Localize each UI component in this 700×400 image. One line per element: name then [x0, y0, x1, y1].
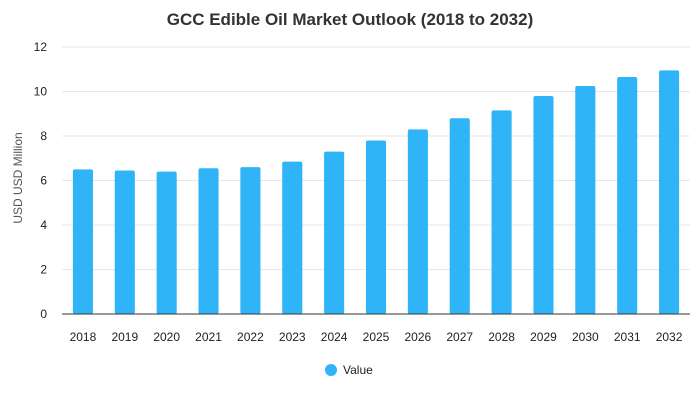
legend-swatch-value [325, 364, 337, 376]
bar-2025[interactable] [365, 140, 387, 314]
x-tick-label-2027: 2027 [446, 330, 473, 344]
x-tick-label-2028: 2028 [488, 330, 515, 344]
bar-2024[interactable] [324, 151, 345, 314]
legend[interactable]: Value [325, 363, 373, 377]
x-tick-label-2025: 2025 [363, 330, 390, 344]
bar-2028[interactable] [491, 110, 512, 314]
y-axis-label: USD USD Million [11, 132, 25, 223]
bar-2026[interactable] [407, 129, 428, 314]
bar-2029[interactable] [533, 95, 554, 314]
chart-title: GCC Edible Oil Market Outlook (2018 to 2… [167, 10, 534, 29]
bar-2022[interactable] [240, 167, 261, 314]
y-tick-label: 4 [40, 218, 47, 232]
y-tick-label: 12 [34, 40, 48, 54]
bar-2032[interactable] [659, 70, 680, 314]
x-tick-label-2018: 2018 [70, 330, 97, 344]
x-axis-ticks: 2018 2019 2020 2021 2022 2023 2024 2025 2026 2027… [70, 330, 683, 344]
bar-2031[interactable] [617, 77, 638, 314]
x-tick-label-2019: 2019 [111, 330, 138, 344]
x-tick-label-2023: 2023 [279, 330, 306, 344]
x-tick-label-2030: 2030 [572, 330, 599, 344]
y-tick-label: 6 [40, 174, 47, 188]
bar-2023[interactable] [282, 161, 303, 314]
x-tick-label-2032: 2032 [656, 330, 683, 344]
legend-label-value: Value [343, 363, 373, 377]
x-tick-label-2021: 2021 [195, 330, 222, 344]
x-tick-label-2022: 2022 [237, 330, 264, 344]
bar-2021[interactable] [198, 168, 219, 314]
bars [72, 70, 680, 314]
bar-2020[interactable] [156, 171, 177, 314]
bar-2027[interactable] [449, 118, 470, 314]
y-tick-label: 2 [40, 263, 47, 277]
y-tick-label: 8 [40, 129, 47, 143]
y-tick-label: 0 [40, 307, 47, 321]
y-axis-ticks: 0 2 4 6 8 10 12 [34, 40, 48, 321]
bar-2018[interactable] [72, 169, 93, 314]
x-tick-label-2024: 2024 [321, 330, 348, 344]
bar-2019[interactable] [114, 170, 135, 314]
bar-2030[interactable] [575, 85, 596, 314]
x-tick-label-2031: 2031 [614, 330, 641, 344]
x-tick-label-2020: 2020 [153, 330, 180, 344]
x-tick-label-2026: 2026 [405, 330, 432, 344]
y-tick-label: 10 [34, 85, 48, 99]
x-tick-label-2029: 2029 [530, 330, 557, 344]
